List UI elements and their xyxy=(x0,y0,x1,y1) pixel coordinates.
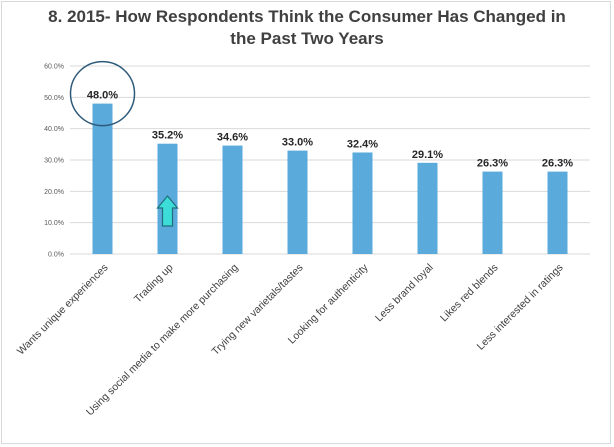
y-tick-label: 0.0% xyxy=(48,252,64,259)
category-label: Wants unique experiences xyxy=(15,262,111,358)
category-label: Less brand loyal xyxy=(373,262,436,325)
category-label: Using social media to make more purchasi… xyxy=(84,262,241,419)
y-tick-label: 30.0% xyxy=(44,158,64,165)
chart-title-line2: the Past Two Years xyxy=(230,29,384,48)
y-tick-label: 60.0% xyxy=(44,64,64,71)
data-label: 29.1% xyxy=(412,149,443,161)
bar xyxy=(547,171,568,254)
bar xyxy=(92,103,113,254)
chart-title: 8. 2015- How Respondents Think the Consu… xyxy=(0,6,614,50)
data-label: 26.3% xyxy=(477,158,508,170)
bar xyxy=(417,162,438,254)
chart-title-line1: 8. 2015- How Respondents Think the Consu… xyxy=(48,7,566,26)
y-tick-label: 40.0% xyxy=(44,126,64,133)
y-tick-label: 20.0% xyxy=(44,189,64,196)
bar xyxy=(287,150,308,254)
bar xyxy=(352,152,373,254)
y-tick-label: 50.0% xyxy=(44,95,64,102)
data-label: 34.6% xyxy=(217,132,248,144)
up-arrow-icon xyxy=(156,195,179,227)
highlight-circle xyxy=(69,60,136,127)
data-label: 48.0% xyxy=(87,90,118,102)
y-tick-label: 10.0% xyxy=(44,220,64,227)
category-label: Likes red blends xyxy=(438,262,501,325)
data-label: 26.3% xyxy=(542,158,573,170)
category-label: Trading up xyxy=(132,262,176,306)
data-label: 33.0% xyxy=(282,137,313,149)
data-label: 32.4% xyxy=(347,138,378,150)
bar xyxy=(482,171,503,254)
data-label: 35.2% xyxy=(152,130,183,142)
bar xyxy=(222,145,243,254)
